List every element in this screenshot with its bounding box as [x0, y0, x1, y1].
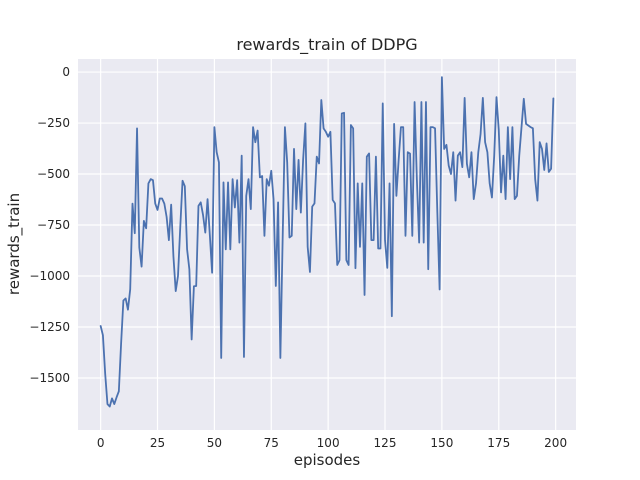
- x-tick-label: 125: [374, 436, 397, 450]
- y-tick-label: −1500: [29, 371, 70, 385]
- x-tick-label: 0: [97, 436, 105, 450]
- rewards-train-line: [99, 76, 555, 408]
- x-tick-label: 75: [264, 436, 279, 450]
- x-tick-label: 100: [317, 436, 340, 450]
- y-tick-label: 0: [62, 65, 70, 79]
- x-axis-label: episodes: [293, 451, 361, 469]
- y-tick-label: −750: [37, 218, 70, 232]
- chart-title: rewards_train of DDPG: [236, 35, 418, 54]
- y-axis-label: rewards_train: [5, 192, 23, 296]
- x-tick-label: 175: [487, 436, 510, 450]
- x-tick-label: 150: [430, 436, 453, 450]
- x-tick-label: 25: [150, 436, 165, 450]
- y-tick-label: −1250: [29, 320, 70, 334]
- plot-area-bg: [78, 59, 576, 430]
- y-tick-label: −1000: [29, 269, 70, 283]
- y-tick-label: −250: [37, 116, 70, 130]
- x-tick-label: 50: [207, 436, 222, 450]
- x-tick-label: 200: [544, 436, 567, 450]
- y-tick-label: −500: [37, 167, 70, 181]
